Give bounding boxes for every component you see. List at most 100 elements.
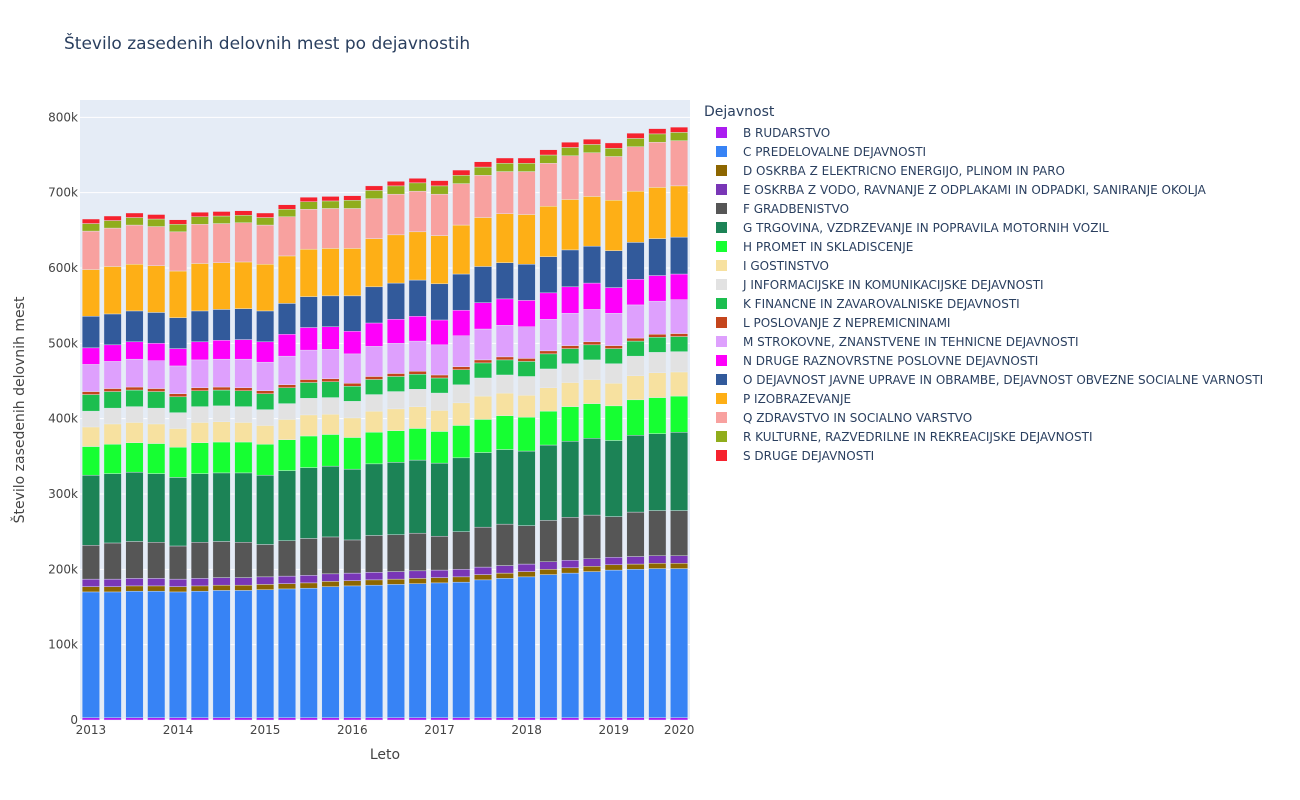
bar-segment[interactable] [386, 391, 405, 410]
bar-segment[interactable] [626, 138, 645, 147]
bar-segment[interactable] [408, 279, 427, 317]
bar-segment[interactable] [169, 348, 187, 367]
bar-segment[interactable] [517, 214, 536, 265]
bar-segment[interactable] [125, 442, 144, 473]
bar-segment[interactable] [103, 444, 122, 474]
bar-segment[interactable] [670, 555, 689, 564]
bar-segment[interactable] [452, 366, 471, 370]
bar-segment[interactable] [604, 148, 623, 157]
bar-segment[interactable] [103, 388, 122, 392]
bar-segment[interactable] [583, 438, 601, 516]
bar-segment[interactable] [212, 577, 231, 586]
bar-segment[interactable] [430, 374, 449, 379]
bar-segment[interactable] [190, 390, 209, 407]
bar-segment[interactable] [147, 214, 166, 220]
bar-segment[interactable] [147, 226, 166, 266]
bar-segment[interactable] [212, 215, 231, 224]
bar-segment[interactable] [234, 441, 253, 474]
bar-segment[interactable] [256, 341, 275, 363]
bar-segment[interactable] [539, 410, 558, 446]
bar-segment[interactable] [343, 468, 362, 541]
bar-segment[interactable] [604, 717, 623, 721]
bar-segment[interactable] [321, 573, 340, 582]
bar-segment[interactable] [430, 462, 449, 537]
bar-segment[interactable] [299, 379, 318, 383]
bar-segment[interactable] [495, 572, 514, 579]
bar-segment[interactable] [299, 349, 318, 380]
bar-segment[interactable] [648, 372, 667, 398]
bar-segment[interactable] [452, 531, 471, 570]
bar-segment[interactable] [256, 409, 275, 426]
legend-item[interactable]: M STROKOVNE, ZNANSTVENE IN TEHNICNE DEJA… [704, 332, 1296, 351]
bar-segment[interactable] [517, 361, 536, 377]
bar-segment[interactable] [147, 473, 166, 543]
bar-segment[interactable] [517, 171, 536, 215]
bar-segment[interactable] [169, 477, 187, 547]
bar-segment[interactable] [125, 585, 144, 592]
bar-segment[interactable] [169, 428, 187, 448]
bar-segment[interactable] [212, 717, 231, 721]
bar-segment[interactable] [452, 576, 471, 583]
bar-segment[interactable] [561, 363, 580, 383]
bar-segment[interactable] [125, 471, 144, 542]
bar-segment[interactable] [125, 224, 144, 265]
bar-segment[interactable] [321, 434, 340, 467]
bar-segment[interactable] [365, 238, 384, 288]
bar-segment[interactable] [670, 563, 689, 569]
bar-segment[interactable] [343, 208, 362, 249]
bar-segment[interactable] [626, 511, 645, 557]
bar-segment[interactable] [278, 387, 296, 404]
bar-segment[interactable] [299, 467, 318, 539]
bar-segment[interactable] [256, 224, 275, 265]
bar-segment[interactable] [212, 421, 231, 443]
bar-segment[interactable] [408, 406, 427, 429]
bar-segment[interactable] [670, 140, 689, 187]
bar-segment[interactable] [474, 377, 492, 397]
bar-segment[interactable] [278, 717, 296, 721]
bar-segment[interactable] [278, 355, 296, 385]
bar-segment[interactable] [299, 382, 318, 399]
bar-segment[interactable] [539, 561, 558, 570]
bar-segment[interactable] [234, 308, 253, 340]
bar-segment[interactable] [234, 387, 253, 391]
bar-segment[interactable] [583, 717, 601, 721]
bar-segment[interactable] [626, 355, 645, 376]
bar-segment[interactable] [430, 180, 449, 187]
bar-segment[interactable] [234, 210, 253, 216]
bar-segment[interactable] [648, 275, 667, 302]
bar-segment[interactable] [670, 299, 689, 334]
bar-segment[interactable] [386, 408, 405, 431]
bar-segment[interactable] [408, 389, 427, 407]
bar-segment[interactable] [190, 473, 209, 543]
bar-segment[interactable] [583, 571, 601, 718]
bar-segment[interactable] [343, 248, 362, 297]
bar-segment[interactable] [169, 447, 187, 478]
bar-segment[interactable] [670, 395, 689, 433]
bar-segment[interactable] [234, 390, 253, 407]
bar-segment[interactable] [539, 292, 558, 320]
bar-segment[interactable] [670, 236, 689, 275]
bar-segment[interactable] [234, 542, 253, 578]
bar-segment[interactable] [234, 222, 253, 263]
bar-segment[interactable] [169, 219, 187, 225]
legend-item[interactable]: G TRGOVINA, VZDRZEVANJE IN POPRAVILA MOT… [704, 218, 1296, 237]
bar-segment[interactable] [648, 397, 667, 434]
bar-segment[interactable] [81, 218, 100, 224]
bar-segment[interactable] [670, 432, 689, 511]
bar-segment[interactable] [583, 566, 601, 572]
bar-segment[interactable] [648, 128, 667, 135]
bar-segment[interactable] [495, 325, 514, 358]
bar-segment[interactable] [343, 295, 362, 332]
bar-segment[interactable] [517, 563, 536, 572]
bar-segment[interactable] [604, 405, 623, 441]
bar-segment[interactable] [583, 359, 601, 380]
bar-segment[interactable] [365, 584, 384, 718]
bar-segment[interactable] [386, 181, 405, 187]
bar-segment[interactable] [408, 459, 427, 534]
bar-segment[interactable] [256, 589, 275, 718]
bar-segment[interactable] [365, 322, 384, 347]
bar-segment[interactable] [147, 590, 166, 718]
bar-segment[interactable] [103, 407, 122, 425]
bar-segment[interactable] [386, 578, 405, 585]
bar-segment[interactable] [125, 717, 144, 721]
